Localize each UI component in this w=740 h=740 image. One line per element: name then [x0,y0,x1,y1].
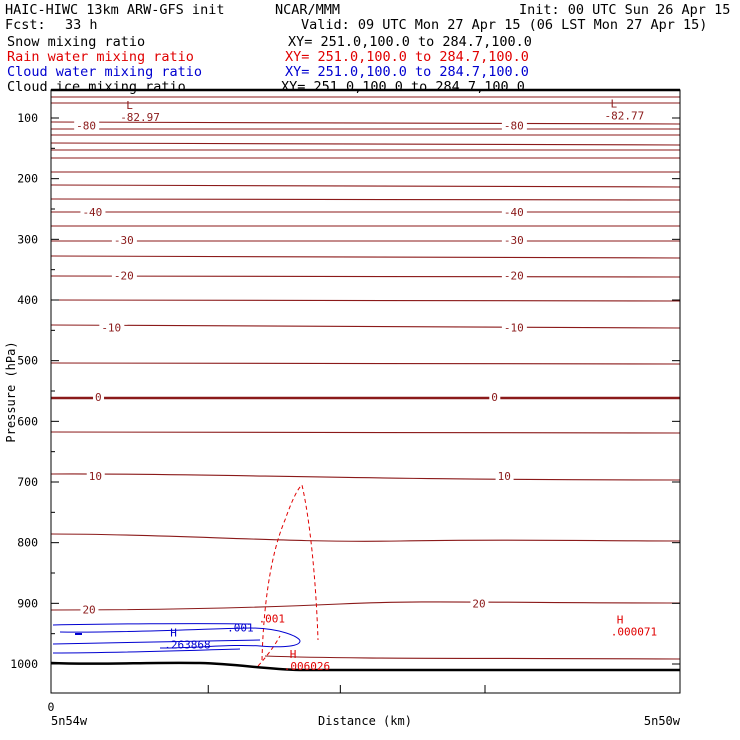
header-title: HAIC-HIWC 13km ARW-GFS init [5,2,225,18]
isotherm-label-bg [99,321,125,335]
legend-xy-snow: XY= 251.0,100.0 to 284.7,100.0 [288,34,532,50]
cloud-contour [52,639,261,645]
isotherm-label-bg [80,206,106,220]
isotherm-label-bg [470,597,489,611]
low-marker: L [611,98,618,111]
isotherm-label: 0 [95,391,102,404]
y-tick-label: 700 [17,475,38,489]
isotherm-label-bg [93,391,105,405]
x-end-label: 5n50w [644,714,681,728]
isotherm-label: 20 [82,603,95,616]
x-axis-label: Distance (km) [318,714,412,728]
isotherm-line [50,299,681,302]
contour-label: .001 [259,613,286,626]
isotherm-label-bg [501,206,527,220]
isotherm-line [50,533,681,542]
x-tick-label: 0 [48,700,55,714]
legend-label-snow: Snow mixing ratio [7,34,146,50]
header-init: Init: 00 UTC Sun 26 Apr 15 [519,2,731,18]
high-marker: H [617,613,624,626]
y-tick-label: 500 [17,354,38,368]
isotherm-line [50,275,681,278]
legend-xy-cloud: XY= 251.0,100.0 to 284.7,100.0 [285,64,529,80]
y-tick-label: 600 [17,414,38,428]
isotherm-label-bg [86,469,105,483]
isotherm-line [264,655,681,660]
isotherm-label: -20 [114,270,134,283]
y-tick-label: 300 [17,232,38,246]
isotherm-label-bg [74,119,100,133]
y-tick-label: 200 [17,172,38,186]
isotherm-label-bg [489,391,501,405]
isotherm-label-bg [495,469,514,483]
isotherm-label-bg [111,269,137,283]
isotherm-line [50,473,681,481]
isotherm-label: -30 [504,234,524,247]
rain-contour [261,484,319,661]
isotherm-label-bg [501,233,527,247]
isotherm-label: 20 [472,597,485,610]
isotherm-label: 0 [491,391,498,404]
isotherm-line [50,142,681,146]
isotherm-line [50,198,681,201]
isotherm-label: -20 [504,270,524,283]
isotherm-line [50,601,681,611]
isotherm-line [50,255,681,259]
isotherm-line [50,121,681,125]
cloud-contour [59,627,301,649]
isotherm-line [50,362,681,365]
isotherm-label-bg [111,233,137,247]
extremum-value: .006026 [284,660,330,673]
header-fcst-value: 33 h [65,17,98,33]
isotherm-label: -80 [76,119,96,132]
extremum-value: -82.77 [605,110,645,123]
terrain-line [50,661,680,672]
header-valid: Valid: 09 UTC Mon 27 Apr 15 (06 LST Mon … [301,17,708,33]
isotherm-label: -40 [82,206,102,219]
extremum-value: .000071 [611,625,657,638]
rain-contour [257,635,281,667]
y-axis-label: Pressure (hPa) [4,341,18,442]
y-tick-label: 800 [17,536,38,550]
isotherm-label: -80 [504,119,524,132]
legend-xy-rain: XY= 251.0,100.0 to 284.7,100.0 [285,49,529,65]
header-fcst-label: Fcst: [5,17,46,33]
isotherm-label-bg [80,603,99,617]
y-tick-label: 400 [17,293,38,307]
extremum-value: -82.97 [120,111,160,124]
extremum-value: .263868 [164,639,210,652]
isotherm-label-bg [501,269,527,283]
cloud-contour [52,648,241,654]
isotherm-line [50,431,681,434]
low-marker: L [126,99,133,112]
isotherm-label-bg [501,119,527,133]
y-tick-label: 100 [17,111,38,125]
high-marker: H [170,627,177,640]
isotherm-line [50,184,681,188]
isotherm-label: 10 [89,470,102,483]
isotherm-label: -30 [114,234,134,247]
isotherm-label: -10 [101,321,121,334]
y-tick-label: 1000 [10,657,38,671]
cloud-contour [52,623,251,626]
x-start-label: 5n54w [51,714,88,728]
high-marker: H [290,648,297,661]
isotherm-label: -10 [504,321,524,334]
y-tick-label: 900 [17,596,38,610]
contour-label: .001 [227,622,254,635]
isotherm-label: -40 [504,206,524,219]
legend-label-cloud: Cloud water mixing ratio [7,64,203,80]
isotherm-line [50,324,681,329]
header-org: NCAR/MMM [275,2,341,18]
legend-label-rain: Rain water mixing ratio [7,49,194,65]
isotherm-label-bg [501,321,527,335]
isotherm-label: 10 [498,470,511,483]
